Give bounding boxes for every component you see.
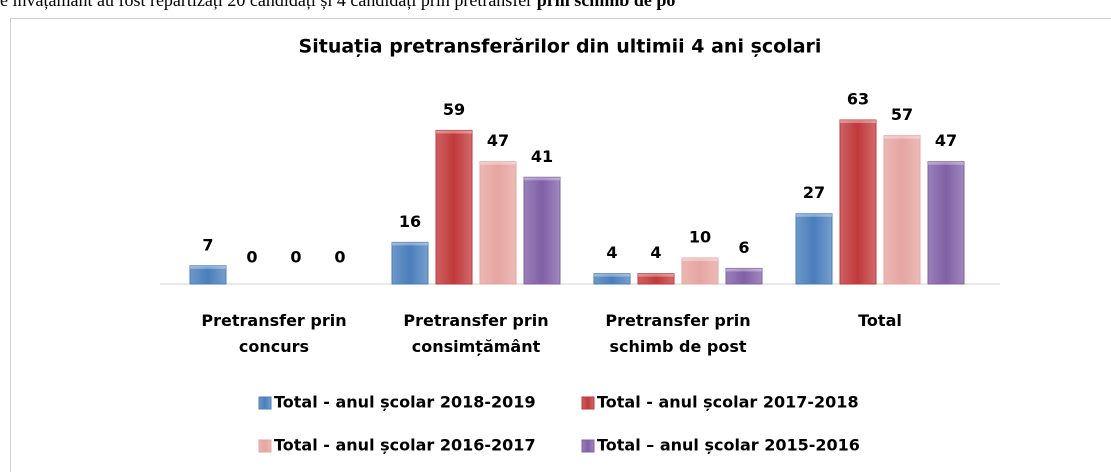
bar-top [884,135,920,139]
data-label: 59 [443,100,465,119]
bar [435,129,473,285]
bar-top [682,257,718,261]
x-tick-label: Pretransfer prin concurs [201,311,347,356]
data-label: 41 [531,147,553,166]
bold-text: prin schimb de po [536,0,676,10]
chart-border [10,18,1111,472]
legend-swatch [581,396,595,410]
bar-top [594,273,630,277]
bar-top [840,120,876,123]
data-label: 57 [891,105,913,124]
bar [593,273,631,285]
data-label: 0 [246,248,257,267]
x-tick-label: Pretransfer prin schimb de post [605,311,751,356]
bar [681,257,719,285]
data-label: 7 [202,235,213,254]
bar [839,119,877,285]
bar [795,213,833,285]
bar [391,241,429,285]
legend-label: Total – anul școlar 2015-2016 [597,436,860,455]
legend-label: Total - anul școlar 2018-2019 [274,393,536,412]
bar-top [436,130,472,134]
legend-swatch [258,396,272,410]
data-label: 27 [803,183,825,202]
data-label: 10 [689,227,711,246]
bar-top [726,268,762,272]
legend-label: Total - anul școlar 2016-2017 [274,436,536,455]
legend-label: Total - anul școlar 2017-2018 [597,393,859,412]
bar-top [524,177,560,181]
bar [637,273,675,285]
data-label: 63 [847,90,869,109]
x-tick-label: Pretransfer prin consimțământ [403,311,549,356]
data-label: 47 [487,131,509,150]
bar [725,267,763,285]
legend-swatch [581,439,595,453]
bar-top [796,213,832,217]
legend-swatch [258,439,272,453]
bar-top [638,273,674,277]
text: e învățământ au fost repartizați 20 cand… [0,0,537,10]
data-label: 0 [290,248,301,267]
chart-title: Situația pretransferărilor din ultimii 4… [299,36,822,58]
data-label: 0 [334,248,345,267]
bar-top [928,161,964,165]
data-label: 6 [738,238,749,257]
bar [927,161,965,285]
bar [523,176,561,285]
data-label: 16 [399,212,421,231]
bar [883,135,921,285]
bar [479,161,517,285]
data-label: 4 [606,243,617,262]
document-text: e învățământ au fost repartizați 20 cand… [0,0,675,11]
data-label: 4 [650,243,661,262]
bar-top [190,265,226,269]
bar [189,265,227,285]
bar-top [392,242,428,246]
x-tick-label: Total [858,311,902,330]
bar-top [480,161,516,165]
data-label: 47 [935,131,957,150]
